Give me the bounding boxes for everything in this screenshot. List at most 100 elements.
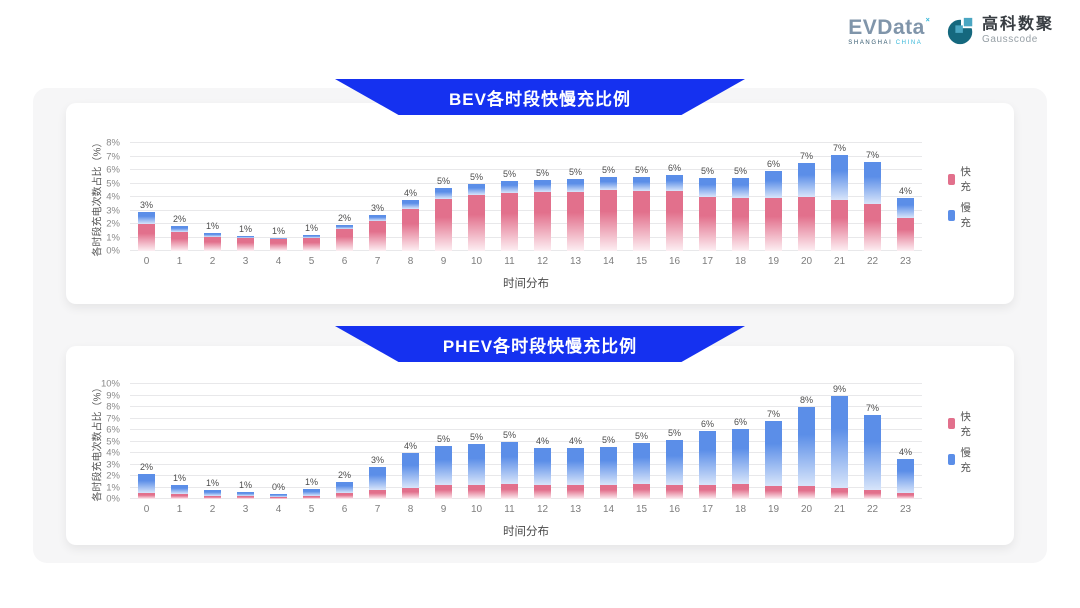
- bar-total-label: 1%: [304, 476, 318, 487]
- y-tick-label: 1%: [106, 482, 120, 493]
- bar-segment-fast: [864, 203, 881, 251]
- bar-total-label: 4%: [568, 435, 582, 446]
- bar-total-label: 5%: [733, 166, 747, 177]
- bar-segment-fast: [237, 238, 254, 251]
- x-tick-label: 12: [536, 256, 549, 267]
- bar-segment-slow: [666, 440, 683, 485]
- bar-segment-slow: [600, 447, 617, 485]
- bar-total-label: 7%: [832, 143, 846, 153]
- y-tick-label: 8%: [106, 137, 120, 149]
- bar-total-label: 1%: [172, 473, 186, 484]
- bar-segment-fast: [402, 487, 419, 499]
- bar-hour-22: 7%: [856, 384, 889, 499]
- bar-hour-8: 4%: [394, 384, 427, 499]
- legend-label: 慢充: [960, 446, 971, 474]
- bar-segment-fast: [138, 493, 155, 499]
- bar-segment-slow: [501, 441, 518, 485]
- x-tick-label: 12: [536, 504, 549, 515]
- bar-segment-slow: [864, 161, 881, 204]
- evdata-brand-text: EVData: [848, 15, 925, 39]
- x-tick-label: 5: [308, 256, 315, 267]
- bar-hour-20: 7%: [790, 143, 823, 251]
- legend-swatch: [948, 454, 956, 465]
- x-tick-label: 8: [407, 256, 414, 267]
- bar-segment-slow: [336, 225, 353, 230]
- bar-total-label: 4%: [898, 446, 912, 457]
- bar-hour-15: 5%: [625, 384, 658, 499]
- bar-segment-slow: [897, 198, 914, 218]
- bar-hour-13: 4%: [559, 384, 592, 499]
- bar-hour-19: 6%: [757, 143, 790, 251]
- bar-segment-slow: [567, 179, 584, 192]
- bar-segment-fast: [633, 190, 650, 251]
- gridline: [130, 429, 922, 430]
- bar-segment-slow: [831, 396, 848, 488]
- bar-hour-7: 3%: [361, 143, 394, 251]
- y-tick-label: 7%: [106, 151, 120, 162]
- bar-total-label: 5%: [601, 435, 615, 446]
- x-axis-title: 时间分布: [503, 526, 549, 538]
- bar-total-label: 7%: [865, 403, 879, 414]
- legend-swatch: [948, 418, 956, 429]
- y-tick-label: 9%: [106, 390, 120, 401]
- bar-hour-11: 5%: [493, 143, 526, 251]
- bar-segment-slow: [567, 447, 584, 486]
- bar-total-label: 7%: [766, 408, 780, 419]
- bar-hour-6: 2%: [328, 384, 361, 499]
- bar-segment-slow: [402, 453, 419, 488]
- legend-item-fast[interactable]: 快充: [948, 164, 975, 194]
- bar-segment-fast: [270, 238, 287, 251]
- y-tick-label: 4%: [106, 191, 120, 203]
- bar-segment-slow: [600, 177, 617, 191]
- bar-segment-fast: [600, 484, 617, 499]
- y-tick-label: 2%: [106, 470, 120, 482]
- bar-segment-fast: [897, 493, 914, 499]
- bar-segment-slow: [798, 163, 815, 197]
- gausscode-name-en: Gausscode: [981, 33, 1038, 45]
- bar-hour-10: 5%: [460, 384, 493, 499]
- y-tick-label: 3%: [106, 459, 120, 470]
- bar-total-label: 1%: [271, 225, 285, 236]
- x-tick-label: 3: [242, 504, 249, 515]
- bar-segment-slow: [897, 458, 914, 494]
- legend-item-fast[interactable]: 快充: [948, 409, 975, 439]
- bar-segment-slow: [699, 178, 716, 197]
- bar-hour-13: 5%: [559, 143, 592, 251]
- x-tick-label: 13: [569, 504, 582, 515]
- y-axis-ticks: 0% 1% 2% 3% 4% 5% 6% 7% 8% 9% 10%: [82, 379, 126, 505]
- y-tick-label: 1%: [106, 232, 120, 243]
- bar-segment-fast: [138, 224, 155, 251]
- bar-segment-fast: [732, 197, 749, 251]
- bar-total-label: 3%: [370, 202, 384, 213]
- x-tick-label: 19: [767, 504, 780, 515]
- bar-segment-fast: [897, 217, 914, 251]
- gridline: [130, 417, 922, 419]
- bar-hour-11: 5%: [493, 384, 526, 499]
- bar-hour-16: 6%: [658, 143, 691, 251]
- x-tick-label: 16: [668, 256, 681, 267]
- legend-item-slow[interactable]: 慢充: [948, 445, 975, 475]
- bar-hour-4: 0%: [262, 384, 295, 499]
- bar-segment-slow: [534, 180, 551, 193]
- bar-hour-6: 2%: [328, 143, 361, 251]
- legend-item-slow[interactable]: 慢充: [948, 200, 975, 230]
- bar-total-label: 5%: [502, 169, 516, 180]
- bar-hour-20: 8%: [790, 384, 823, 499]
- x-axis-ticks: 0 1 2 3 4 5 6 7 8 9 10 11 12 13 14 15 16 17 18 19 20 21 22 23: [130, 504, 922, 515]
- bar-segment-fast: [765, 197, 782, 251]
- bar-segment-slow: [270, 237, 287, 239]
- x-tick-label: 23: [899, 504, 912, 515]
- bar-segment-slow: [303, 234, 320, 238]
- bar-segment-fast: [501, 192, 518, 251]
- evdata-subtext-china: CHINA: [895, 39, 923, 46]
- bar-total-label: 4%: [403, 187, 417, 198]
- bar-segment-slow: [831, 155, 848, 200]
- x-tick-label: 17: [701, 256, 714, 267]
- bar-segment-slow: [468, 183, 485, 195]
- x-tick-label: 18: [734, 256, 747, 267]
- bar-hour-3: 1%: [229, 143, 262, 251]
- gridline: [130, 383, 922, 384]
- legend-label: 慢充: [960, 202, 971, 229]
- y-tick-label: 5%: [106, 436, 120, 447]
